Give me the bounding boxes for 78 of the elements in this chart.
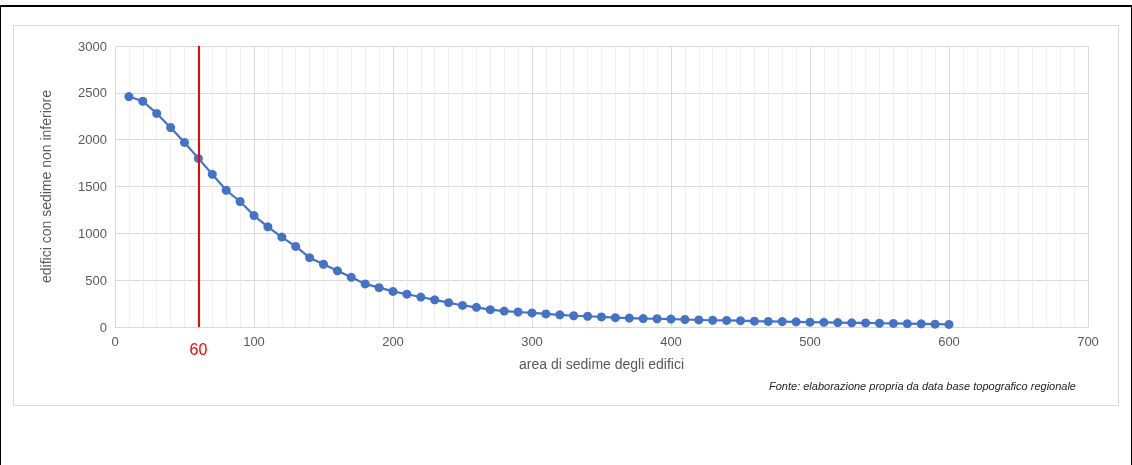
point [902, 319, 912, 329]
point [152, 108, 162, 118]
point [346, 272, 356, 282]
x-axis-title: area di sedime degli edifici [519, 356, 684, 372]
point [499, 306, 509, 316]
x-tick-label: 100 [243, 334, 265, 349]
point [527, 308, 537, 318]
point [319, 259, 328, 269]
point [207, 169, 217, 179]
point [652, 314, 662, 324]
y-axis-title: edifici con sedime non inferiore [38, 89, 54, 283]
y-tick-label: 1000 [78, 225, 107, 241]
point [374, 283, 384, 293]
x-tick-label: 200 [382, 334, 404, 349]
point [124, 92, 134, 102]
point [305, 253, 315, 263]
y-tick-label: 3000 [78, 38, 107, 54]
point [402, 289, 412, 299]
y-tick-label: 1500 [78, 179, 107, 194]
point [736, 316, 745, 326]
y-tick-label: 0 [99, 319, 107, 335]
point [666, 314, 676, 324]
point [388, 286, 398, 296]
point [166, 122, 176, 132]
point [916, 319, 926, 329]
point [416, 292, 426, 302]
point [583, 311, 593, 321]
point [360, 279, 370, 289]
point [597, 312, 606, 322]
point [819, 317, 829, 327]
y-tick-label: 2500 [78, 85, 107, 101]
point [930, 319, 940, 329]
point [471, 302, 481, 312]
point [638, 314, 648, 324]
point [513, 307, 523, 317]
point [180, 137, 189, 147]
point [332, 266, 342, 276]
point [833, 318, 843, 328]
x-tick-label: 400 [660, 334, 682, 349]
point [277, 232, 287, 242]
point [555, 310, 565, 320]
point [430, 295, 440, 305]
point [138, 96, 148, 106]
ref-line-label: 60 [189, 340, 208, 358]
point [569, 311, 579, 321]
y-tick-label: 2000 [78, 132, 107, 148]
point [291, 241, 301, 251]
point [610, 313, 620, 323]
point [847, 318, 857, 328]
point [777, 317, 787, 327]
point [235, 196, 245, 206]
point [249, 211, 259, 221]
point [708, 315, 718, 325]
point [944, 319, 954, 329]
point [749, 316, 759, 326]
point [694, 315, 704, 325]
point [875, 318, 884, 328]
point [541, 309, 551, 319]
x-tick-label: 600 [938, 334, 960, 349]
x-tick-label: 700 [1077, 334, 1099, 349]
point [624, 313, 634, 323]
point [791, 317, 801, 327]
point [680, 315, 690, 324]
point [888, 318, 898, 328]
point [458, 300, 467, 310]
point [221, 185, 231, 195]
x-tick-label: 0 [111, 334, 119, 349]
x-tick-label: 300 [521, 334, 543, 349]
point [485, 305, 495, 315]
point [763, 316, 773, 326]
point [263, 222, 273, 232]
point [861, 318, 871, 328]
point [722, 315, 732, 325]
y-tick-label: 500 [85, 272, 107, 288]
x-tick-label: 500 [799, 334, 821, 349]
point [444, 298, 454, 308]
point [805, 317, 815, 327]
source-note: Fonte: elaborazione propria da data base topografico regionale [769, 380, 1076, 392]
